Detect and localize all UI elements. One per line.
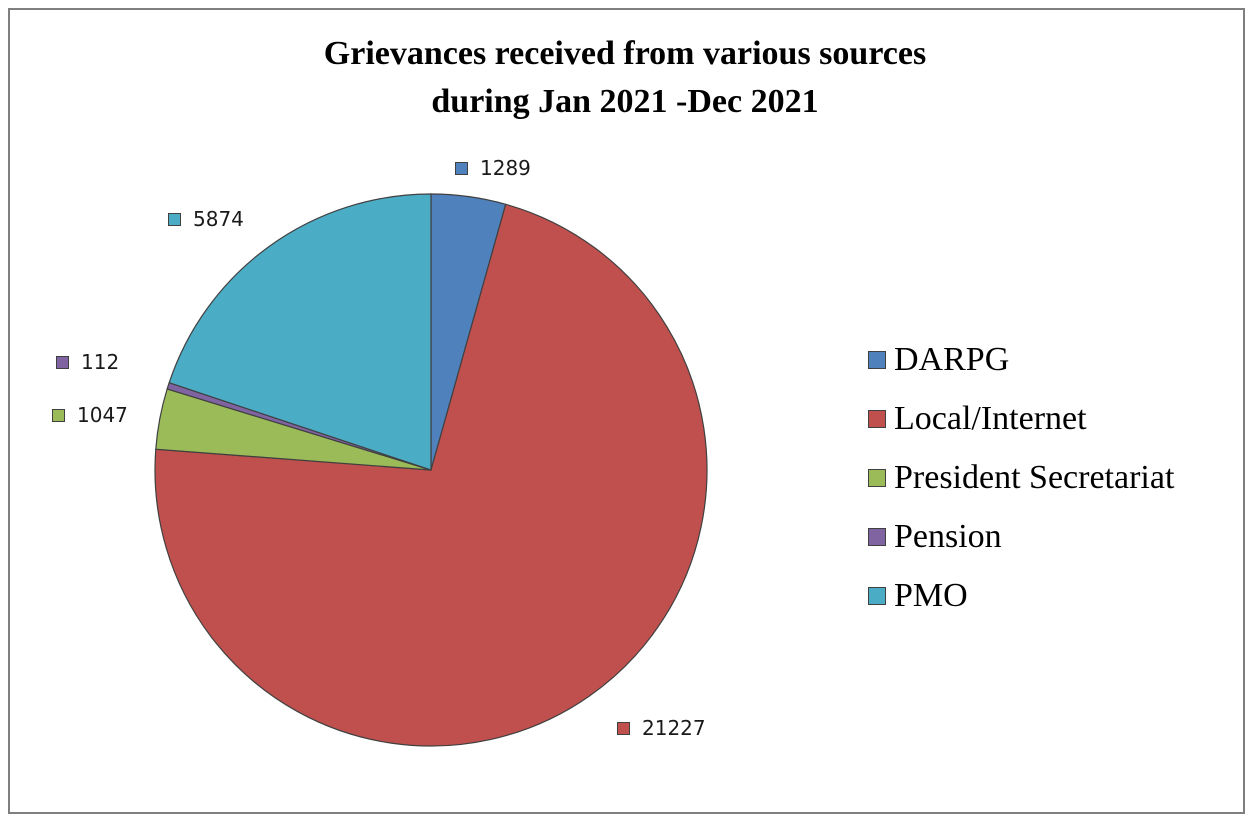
legend-swatch-local-internet — [868, 409, 886, 428]
data-label-swatch-pension — [56, 355, 69, 369]
data-label-value-pension: 112 — [81, 350, 120, 374]
legend-label-darpg: DARPG — [894, 340, 1010, 378]
legend-swatch-darpg — [868, 350, 886, 369]
legend-item-pension: Pension — [868, 507, 1174, 566]
legend-item-local-internet: Local/Internet — [868, 389, 1174, 448]
data-label-pension: 112 — [56, 350, 119, 374]
legend-label-pension: Pension — [894, 517, 1002, 555]
data-label-local-internet: 21227 — [617, 716, 706, 740]
data-label-swatch-pmo — [168, 212, 181, 226]
data-label-pmo: 5874 — [168, 207, 244, 231]
data-label-swatch-darpg — [455, 161, 468, 175]
data-label-swatch-president-secretariat — [52, 408, 65, 422]
chart-title: Grievances received from various sources… — [0, 30, 1250, 126]
legend-item-darpg: DARPG — [868, 330, 1174, 389]
data-label-value-darpg: 1289 — [480, 156, 531, 180]
chart-title-line-1: Grievances received from various sources — [323, 35, 927, 72]
legend-label-president-secretariat: President Secretariat — [894, 458, 1175, 496]
data-label-swatch-local-internet — [617, 721, 630, 735]
legend-item-president-secretariat: President Secretariat — [868, 448, 1174, 507]
legend-label-pmo: PMO — [894, 576, 968, 614]
data-label-value-local-internet: 21227 — [642, 716, 706, 740]
pie-slice-local-internet — [154, 203, 708, 747]
data-label-darpg: 1289 — [455, 156, 531, 180]
legend-swatch-pmo — [868, 586, 886, 605]
legend-item-pmo: PMO — [868, 566, 1174, 625]
data-label-president-secretariat: 1047 — [52, 403, 128, 427]
pie-slice-pmo — [168, 193, 432, 471]
chart-title-line-2: during Jan 2021 -Dec 2021 — [431, 83, 819, 120]
legend-swatch-president-secretariat — [868, 468, 886, 487]
legend: DARPG Local/Internet President Secretari… — [868, 330, 1174, 625]
data-label-value-president-secretariat: 1047 — [77, 403, 128, 427]
legend-label-local-internet: Local/Internet — [894, 399, 1087, 437]
data-label-value-pmo: 5874 — [193, 207, 244, 231]
legend-swatch-pension — [868, 527, 886, 546]
